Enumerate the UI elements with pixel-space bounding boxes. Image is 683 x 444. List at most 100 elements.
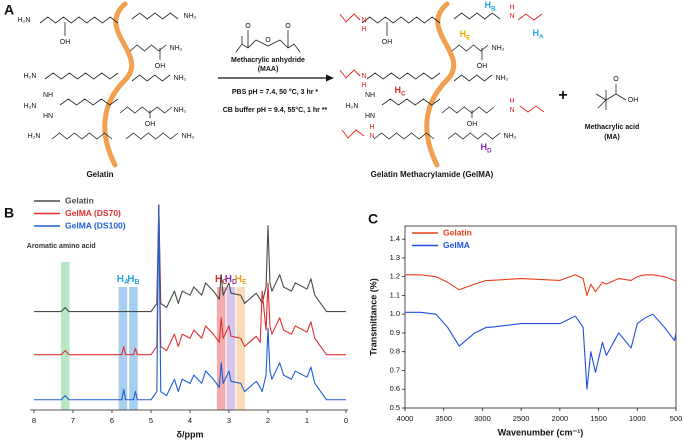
y-tick-label: 0.9	[390, 328, 400, 337]
x-tick-label: 1000	[629, 414, 646, 423]
methacryl-group	[341, 129, 365, 139]
bond-chain	[51, 132, 113, 140]
gelatin-name: Gelatin	[86, 170, 113, 179]
functional-group: H₂N	[28, 133, 41, 140]
spectrum-line	[405, 274, 676, 296]
functional-group: NH₂	[182, 133, 195, 140]
bond-chain	[451, 44, 489, 52]
bond-chain	[131, 74, 171, 82]
x-tick-label: 1	[305, 416, 309, 425]
label-sub: E	[242, 279, 247, 286]
functional-group: H₂N	[24, 103, 37, 110]
label-base: H	[215, 274, 222, 285]
region-label: HD	[225, 274, 237, 286]
label-sub: B	[135, 279, 140, 286]
bond-chain	[373, 132, 435, 140]
panel-label: A	[4, 2, 14, 18]
y-axis-label: Transmittance (%)	[368, 278, 378, 356]
functional-group: NH₂	[174, 107, 187, 114]
functional-group: NH₂	[492, 45, 505, 52]
peak-region	[236, 287, 245, 410]
reagent-abbr: (MAA)	[258, 66, 279, 73]
reagent-bonds	[235, 39, 301, 53]
y-tick-label: 0.5	[390, 403, 400, 412]
x-axis-label: Wavenumber (cm⁻¹)	[498, 427, 583, 437]
spectrum-line	[405, 311, 677, 390]
x-tick-label: 4	[188, 416, 192, 425]
bond-chain	[441, 106, 495, 114]
functional-group: OH	[477, 63, 488, 70]
bond-chain	[447, 132, 501, 140]
label-sub: D	[487, 147, 492, 154]
proton-label: HA	[532, 28, 544, 40]
proton-label: HC	[394, 85, 406, 97]
functional-group: NH₂	[496, 75, 509, 82]
functional-group: N	[509, 13, 514, 20]
region-label: HE	[235, 274, 247, 286]
functional-group: H	[361, 82, 366, 89]
y-tick-label: 1.1	[390, 290, 400, 299]
label-sub: C	[222, 279, 227, 286]
ma-bonds	[595, 93, 627, 101]
bond-chain	[119, 106, 173, 114]
x-axis-label: δ/ppm	[177, 429, 204, 439]
bond-chain	[453, 12, 501, 20]
label-base: H	[235, 274, 242, 285]
condition: PBS pH = 7.4, 50 °C, 3 hr *	[232, 88, 319, 96]
byproduct-abbr: (MA)	[604, 134, 620, 141]
bond-chain	[44, 72, 119, 80]
peak-region	[129, 287, 138, 410]
functional-group: H₂N	[18, 17, 31, 24]
bond-chain	[381, 98, 441, 106]
gelatin-backbone	[424, 1, 457, 168]
functional-group: N	[361, 17, 366, 24]
bond-chain	[125, 132, 179, 140]
x-tick-label: 3000	[474, 414, 491, 423]
functional-group: OH	[155, 63, 166, 70]
product-name: Gelatin Methacrylamide (GelMA)	[371, 170, 494, 179]
bond-chain	[39, 16, 119, 24]
legend-label: GelMA	[443, 240, 470, 250]
atom: O	[245, 23, 251, 30]
functional-group: N	[361, 73, 366, 80]
y-tick-label: 0.8	[390, 347, 400, 356]
proton-label: HD	[480, 142, 492, 154]
x-tick-label: 6	[110, 416, 114, 425]
y-tick-label: 1.3	[390, 253, 400, 262]
functional-group: OH	[467, 121, 478, 128]
label-base: H	[460, 29, 467, 39]
bond-chain	[59, 98, 119, 106]
atom: O	[265, 37, 271, 44]
methacryl-group	[517, 13, 543, 21]
legend-label: Gelatin	[443, 227, 472, 237]
spectrum-line	[34, 204, 346, 401]
proton-label: HE	[460, 29, 471, 41]
bond-chain	[129, 44, 167, 52]
methacryl-group	[339, 13, 361, 23]
label-base: H	[484, 0, 491, 10]
legend-label: GelMA (DS70)	[65, 208, 121, 218]
functional-group: N	[369, 133, 374, 140]
label-base: H	[117, 274, 124, 285]
x-tick-label: 3500	[435, 414, 452, 423]
label-base: H	[225, 274, 232, 285]
functional-group: OH	[145, 121, 156, 128]
x-tick-label: 2	[266, 416, 270, 425]
functional-group: NH₂	[170, 45, 183, 52]
x-tick-label: 500	[670, 414, 683, 423]
y-tick-label: 1.2	[390, 272, 400, 281]
label-sub: B	[491, 5, 496, 12]
region-label: HA	[117, 274, 129, 286]
panel-label: B	[4, 205, 14, 221]
functional-group: NH₂	[504, 133, 517, 140]
panel-label: C	[368, 211, 378, 227]
peak-region	[216, 287, 226, 410]
functional-group: HN	[365, 113, 375, 120]
label-base: H	[394, 85, 401, 95]
label-sub: A	[539, 33, 544, 40]
reagent-name: Methacrylic anhydride	[231, 57, 305, 64]
bond-chain	[453, 74, 493, 82]
gelatin-backbone	[102, 1, 135, 168]
